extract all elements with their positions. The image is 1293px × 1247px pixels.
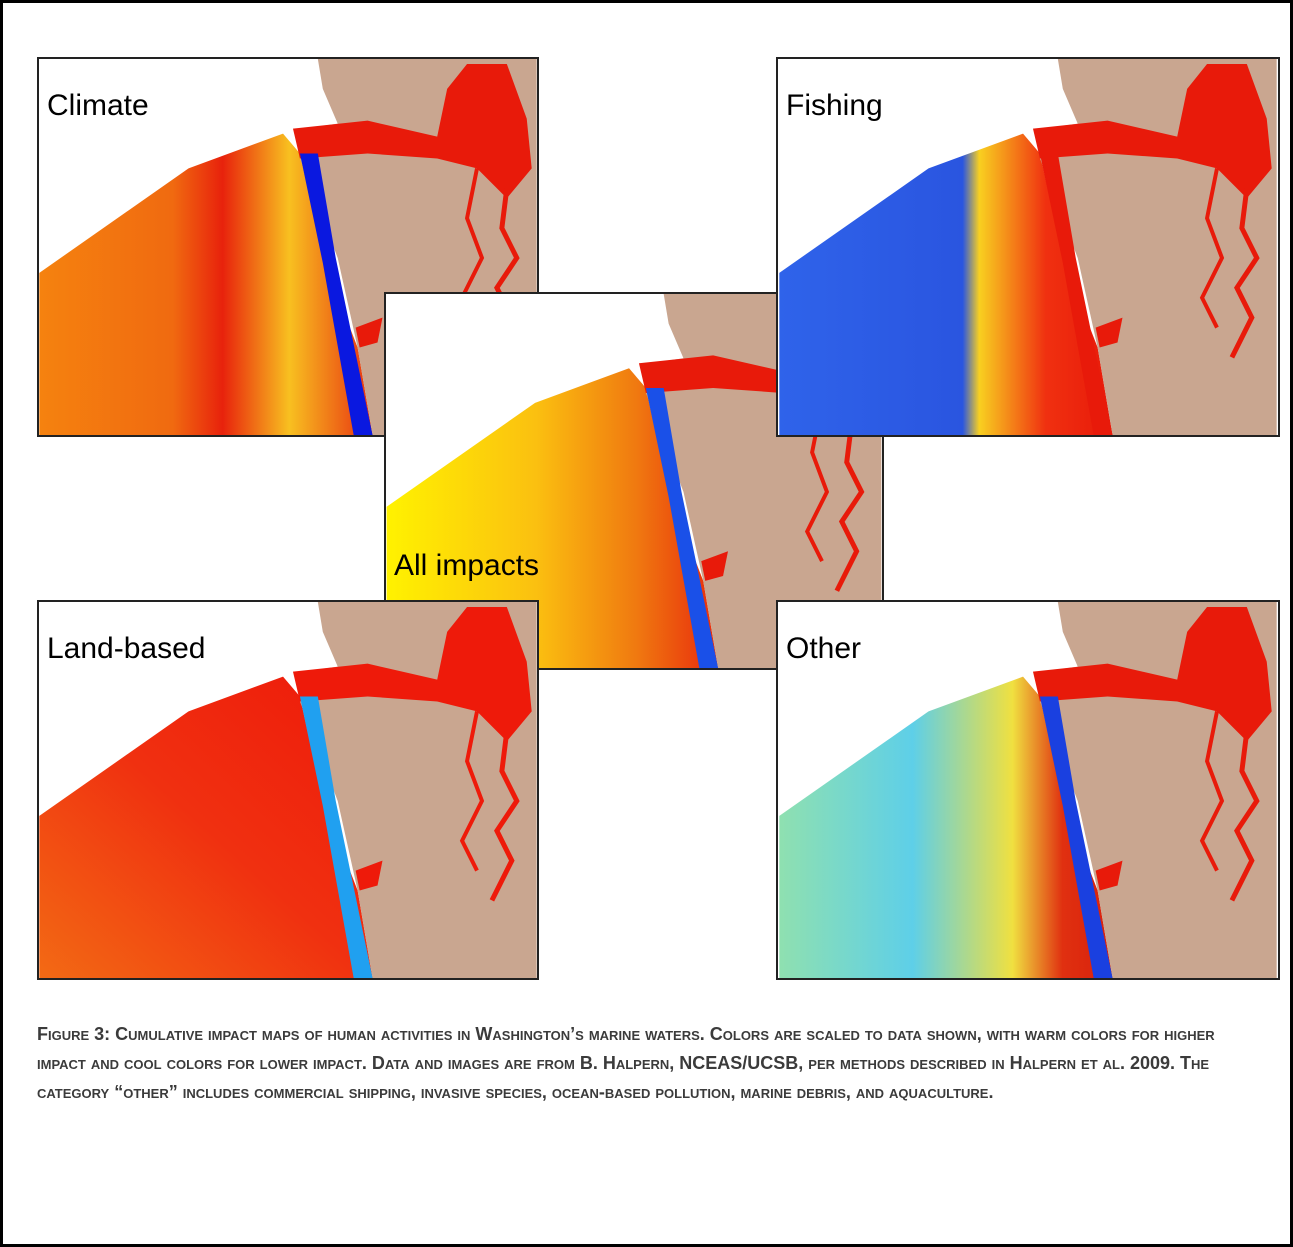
- map-panel: Fishing: [776, 57, 1280, 437]
- map-panel: Land-based: [37, 600, 539, 980]
- panel-label: Climate: [47, 89, 149, 122]
- panel-label: Other: [786, 632, 862, 665]
- map-panel: Other: [776, 600, 1280, 980]
- figure-caption: Figure 3: Cumulative impact maps of huma…: [37, 1024, 1215, 1102]
- panel-label: Fishing: [786, 89, 883, 122]
- panel-label: Land-based: [47, 632, 206, 665]
- panel-label: All impacts: [394, 549, 540, 582]
